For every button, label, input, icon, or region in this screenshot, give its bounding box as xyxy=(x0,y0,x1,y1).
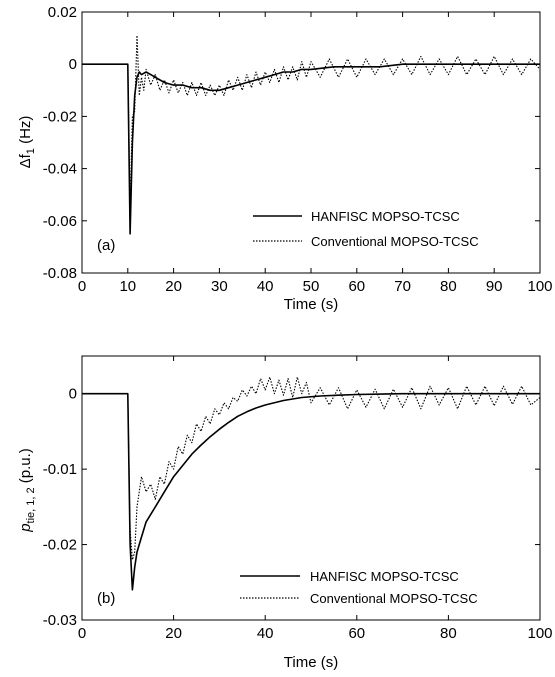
y-tick-label-b: 0 xyxy=(69,386,77,403)
legend-b: HANFISC MOPSO-TCSC Conventional MOPSO-TC… xyxy=(240,569,478,606)
x-tick-label-a: 10 xyxy=(119,278,136,295)
x-tick-label-b: 60 xyxy=(348,625,365,642)
y-tick-label-b: -0.01 xyxy=(43,461,77,478)
x-tick-label-b: 40 xyxy=(257,625,274,642)
legend-label-conventional-a: Conventional MOPSO-TCSC xyxy=(311,234,479,249)
y-tick-label-a: -0.08 xyxy=(43,265,77,282)
y-tick-label-a: -0.06 xyxy=(43,213,77,230)
panel-label-a: (a) xyxy=(97,237,115,254)
legend-a: HANFISC MOPSO-TCSC Conventional MOPSO-TC… xyxy=(253,209,479,249)
y-tick-label-a: 0.02 xyxy=(48,4,77,21)
legend-label-conventional-b: Conventional MOPSO-TCSC xyxy=(310,591,478,606)
y-tick-label-b: -0.03 xyxy=(43,612,77,629)
x-tick-label-a: 80 xyxy=(440,278,457,295)
legend-label-hanfisc-a: HANFISC MOPSO-TCSC xyxy=(311,209,460,224)
x-tick-label-a: 20 xyxy=(165,278,182,295)
series-line-conventional-a xyxy=(82,34,540,209)
x-tick-label-a: 30 xyxy=(211,278,228,295)
series-line-hanfisc-b xyxy=(82,392,540,591)
chart-panel-a: 0 10 20 30 40 50 60 70 80 90 100 0.02 0 -0.02 -0.04 -0.… xyxy=(17,4,553,313)
x-tick-label-b: 20 xyxy=(165,625,182,642)
x-tick-label-a: 90 xyxy=(486,278,503,295)
series-line-conventional-b xyxy=(82,376,540,561)
series-lines-a xyxy=(82,34,540,235)
x-tick-label-a: 70 xyxy=(394,278,411,295)
x-tick-label-a: 0 xyxy=(78,278,86,295)
ticks-a: 0 10 20 30 40 50 60 70 80 90 100 0.02 0 -0.02 -0.04 -0.… xyxy=(43,4,553,295)
y-tick-label-b: -0.02 xyxy=(43,537,77,554)
y-tick-label-a: 0 xyxy=(69,56,77,73)
x-tick-label-a: 40 xyxy=(257,278,274,295)
y-tick-label-a: -0.02 xyxy=(43,108,77,125)
x-tick-label-a: 100 xyxy=(527,278,552,295)
x-tick-label-b: 100 xyxy=(527,625,552,642)
plot-frame-b xyxy=(81,355,541,621)
panel-label-b: (b) xyxy=(97,590,115,607)
y-axis-label-a: Δf1 (Hz) xyxy=(17,116,37,169)
x-tick-label-a: 60 xyxy=(348,278,365,295)
chart-panel-b: 0 20 40 60 80 100 0 -0.01 -0.02 -0.03 Time (s) pt… xyxy=(17,355,553,671)
x-axis-label-b: Time (s) xyxy=(284,654,338,671)
series-lines-b xyxy=(82,376,540,591)
x-tick-label-b: 80 xyxy=(440,625,457,642)
x-axis-label-a: Time (s) xyxy=(284,296,338,313)
legend-label-hanfisc-b: HANFISC MOPSO-TCSC xyxy=(310,569,459,584)
x-tick-label-a: 50 xyxy=(303,278,320,295)
x-tick-label-b: 0 xyxy=(78,625,86,642)
ticks-b: 0 20 40 60 80 100 0 -0.01 -0.02 -0.03 xyxy=(43,356,553,642)
y-tick-label-a: -0.04 xyxy=(43,161,77,178)
y-axis-label-b: ptie, 1, 2 (p.u.) xyxy=(17,448,37,533)
